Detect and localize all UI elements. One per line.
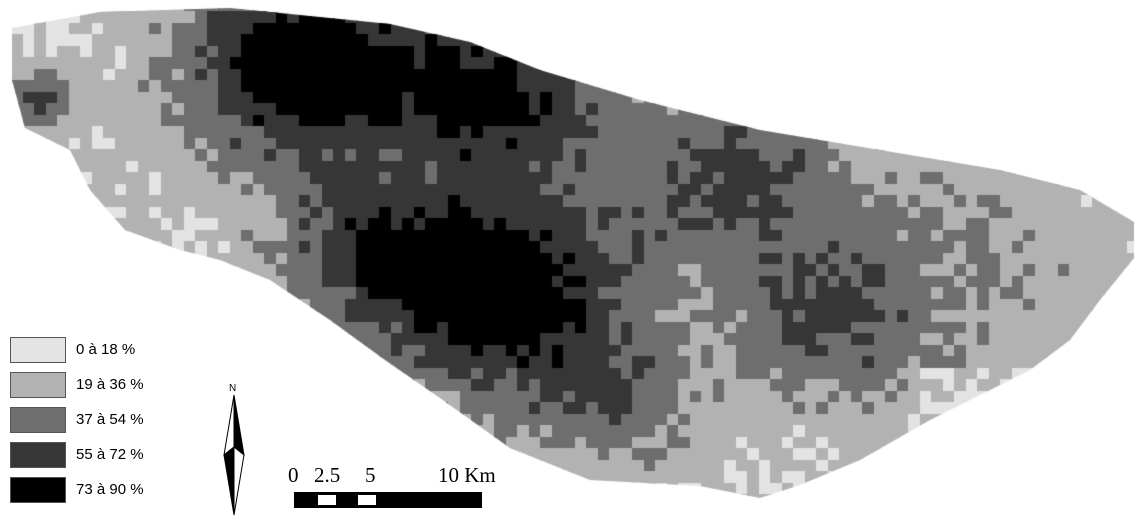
legend-swatch [10,477,66,503]
legend-label: 73 à 90 % [76,481,144,498]
scale-tick-label: 5 [365,463,376,487]
legend-swatch [10,407,66,433]
legend-label: 55 à 72 % [76,446,144,463]
legend-swatch [10,442,66,468]
scale-tick-label: 10 Km [438,463,496,487]
scale-bar: 0 2.5 5 10 Km [280,463,540,518]
legend-label: 19 à 36 % [76,376,144,393]
legend-item: 55 à 72 % [10,442,180,470]
north-arrow-icon [223,394,245,515]
legend-item: 37 à 54 % [10,407,180,435]
scale-bar-segment [358,495,376,505]
legend-item: 0 à 18 % [10,337,180,365]
north-label: N [229,383,237,394]
legend-label: 0 à 18 % [76,341,136,358]
scale-tick-label: 2.5 [314,463,341,487]
legend-swatch [10,372,66,398]
scale-bar-segment [318,495,336,505]
legend-swatch [10,337,66,363]
legend-item: 73 à 90 % [10,477,180,505]
scale-bar-graphic [294,492,482,508]
legend-item: 19 à 36 % [10,372,180,400]
scale-tick-label: 0 [288,463,299,487]
legend-label: 37 à 54 % [76,411,144,428]
